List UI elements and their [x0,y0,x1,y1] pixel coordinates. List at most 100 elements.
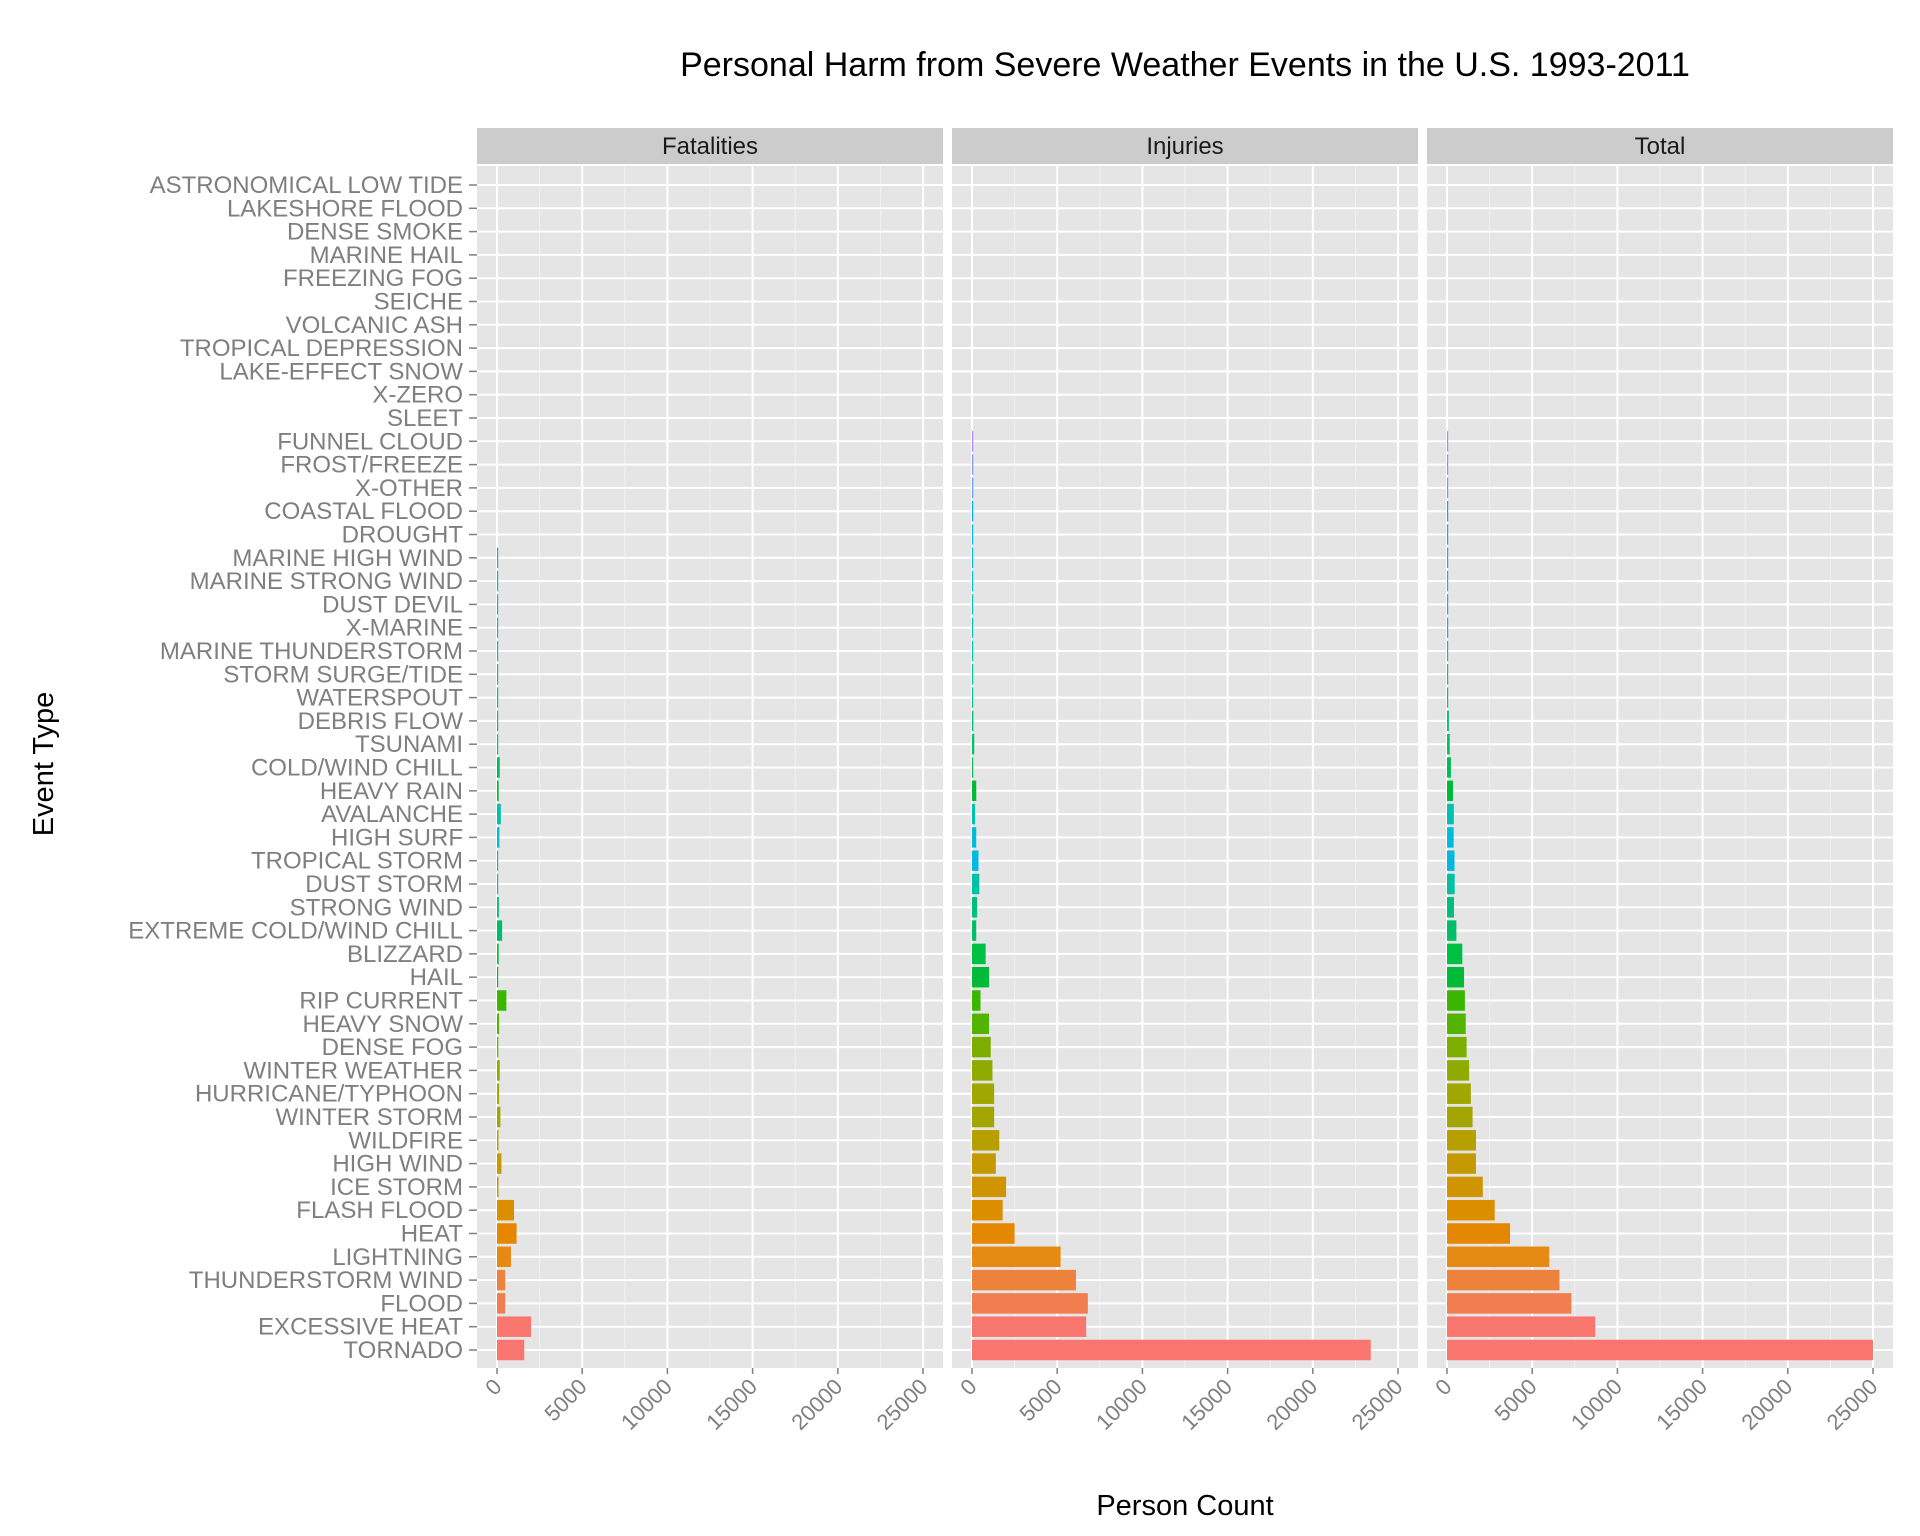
category-label: AVALANCHE [321,801,463,828]
bar [972,664,974,685]
x-tick-label: 5000 [1014,1374,1066,1426]
x-tick-label: 15000 [701,1374,762,1435]
category-label: DUST STORM [305,871,463,898]
bar [1447,1036,1467,1058]
bar [972,477,974,499]
bar [1447,1269,1560,1291]
category-label: STRONG WIND [290,894,463,921]
bar [1447,780,1453,802]
category-label: FREEZING FOG [283,265,463,292]
category-label: WATERSPOUT [296,685,463,712]
bar [1447,1339,1873,1361]
category-label: TORNADO [343,1337,463,1364]
category-label: WINTER STORM [275,1104,463,1131]
x-tick-label: 20000 [786,1374,847,1435]
bar [497,1199,515,1221]
category-label: THUNDERSTORM WIND [189,1267,463,1294]
bar [1447,640,1449,662]
bar [972,943,986,965]
category-label: DUST DEVIL [322,591,463,618]
bar [497,1293,506,1314]
bar [1447,547,1449,569]
category-label: DROUGHT [342,522,464,549]
bar [972,1013,990,1035]
bar [1447,1106,1473,1128]
bar [972,897,978,918]
category-label: WINTER WEATHER [243,1057,463,1084]
bar [1447,594,1449,615]
bar [972,1036,991,1058]
bar [497,757,500,778]
category-label: TROPICAL DEPRESSION [180,335,463,362]
bar [497,803,501,825]
bar [497,1083,500,1104]
facet-strip [1427,128,1893,164]
x-tick-label: 10000 [1091,1374,1152,1435]
facet-label: Total [1635,133,1686,160]
bar [497,1036,499,1058]
bar [972,1153,996,1174]
facet-label: Fatalities [662,133,758,160]
x-tick-label: 25000 [872,1374,933,1435]
bar [972,640,974,662]
bar [497,664,499,685]
bar [972,1246,1061,1268]
bar [972,1199,1003,1221]
bar [972,803,976,825]
bar [497,850,499,871]
category-label: LAKE-EFFECT SNOW [219,358,463,385]
category-label: BLIZZARD [347,941,463,968]
bar [497,1223,517,1244]
bar [1447,757,1451,778]
facet-label: Injuries [1146,133,1223,160]
category-label: LIGHTNING [332,1244,463,1271]
bar [1447,687,1449,708]
bar [1447,477,1449,499]
bar [497,617,499,638]
bar [972,1176,1007,1198]
bar [1447,710,1449,732]
category-label: ASTRONOMICAL LOW TIDE [150,172,463,199]
category-label: COLD/WIND CHILL [251,755,463,782]
bar [1447,1223,1511,1244]
bar [1447,1176,1483,1198]
category-label: COASTAL FLOOD [264,498,463,525]
bar [497,873,499,895]
bar [972,873,980,895]
bar [972,687,974,708]
category-label: STORM SURGE/TIDE [223,661,463,688]
x-tick-label: 5000 [539,1374,591,1426]
bar [497,943,499,965]
category-label: HAIL [410,964,463,991]
bar [497,687,499,708]
bar [1447,524,1449,545]
x-tick-label: 10000 [1566,1374,1627,1435]
bar [1447,1246,1550,1268]
bar [1447,943,1463,965]
bar [497,966,499,988]
bar [497,827,500,848]
y-axis-title: Event Type [28,692,60,837]
category-label: FLOOD [380,1290,463,1317]
category-label: TROPICAL STORM [251,848,463,875]
category-label: MARINE HIGH WIND [232,545,463,572]
category-label: SLEET [387,405,463,432]
bar [972,1106,995,1128]
facet-panel: Total 0 5000 10000 15000 20000 25000 [1427,128,1893,1435]
bar [972,500,974,522]
category-label: HIGH SURF [331,824,463,851]
bar [1447,431,1449,452]
bar [972,920,977,941]
bar [972,1083,995,1104]
facet-panel: Fatalities 0 5000 10000 15000 20000 25000 [477,128,943,1435]
bar [1447,827,1454,848]
bar [1447,1153,1476,1174]
category-label: RIP CURRENT [299,988,463,1015]
x-tick-label: 20000 [1261,1374,1322,1435]
bar [1447,850,1455,871]
bar [972,547,974,569]
bar [497,990,507,1011]
bar [497,1339,525,1361]
bar [1447,1130,1476,1151]
